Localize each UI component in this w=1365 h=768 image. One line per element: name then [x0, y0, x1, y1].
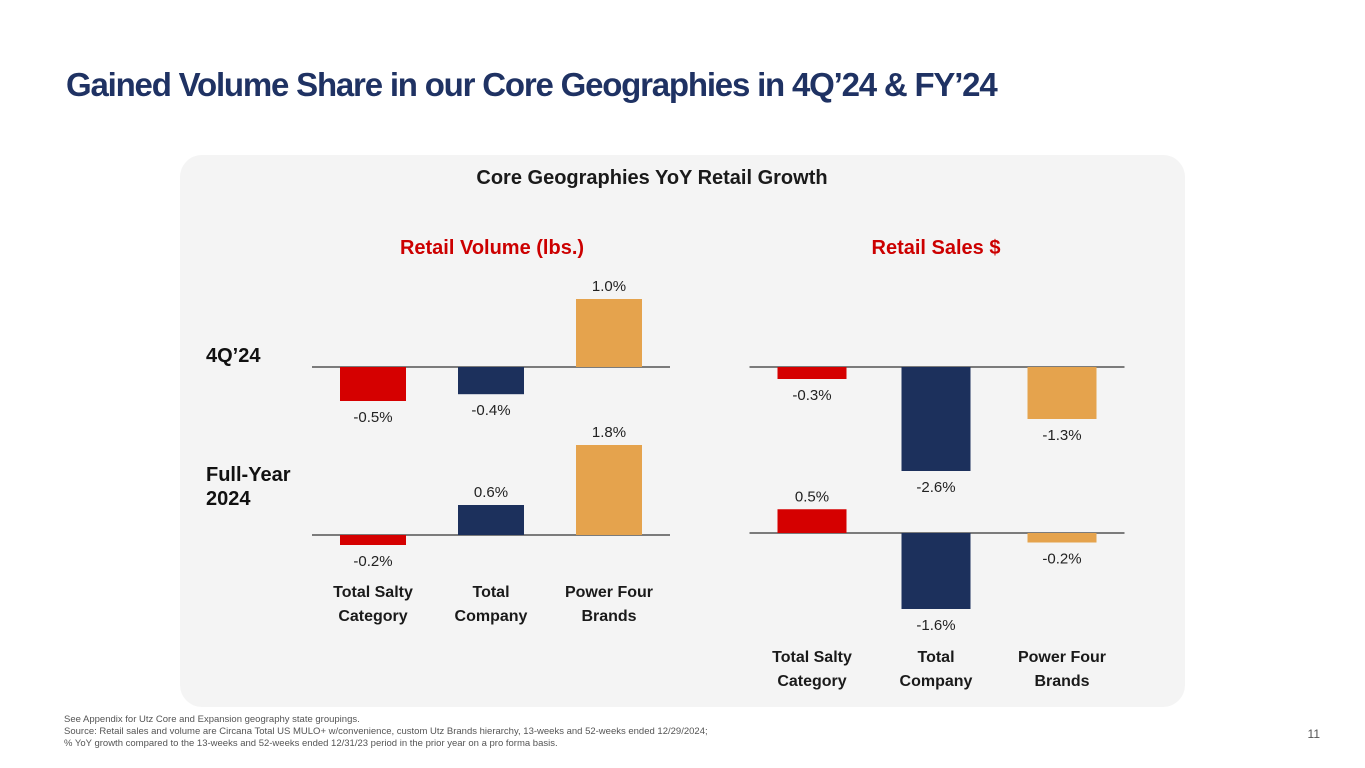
category-label-panel0-cat2-line2: Brands: [581, 608, 636, 625]
category-label-panel1-cat1-line2: Company: [900, 673, 973, 690]
page-number: 11: [1300, 727, 1320, 741]
category-label-panel0-cat0-line2: Category: [338, 608, 407, 625]
data-label-panel1-row1-cat0: 0.5%: [795, 488, 829, 505]
category-label-panel0-cat2-line1: Power Four: [565, 584, 653, 601]
category-label-panel1-cat2-line1: Power Four: [1018, 649, 1106, 666]
data-label-panel0-row1-cat0: -0.2%: [353, 553, 392, 570]
bar-panel1-row0-cat2: [1028, 367, 1097, 419]
footnote-2: Source: Retail sales and volume are Circ…: [64, 726, 708, 738]
row-label-fy-line1: Full-Year: [206, 464, 291, 486]
panel-title-0: Retail Volume (lbs.): [400, 237, 584, 259]
category-label-panel1-cat1-line1: Total: [917, 649, 954, 666]
category-label-panel0-cat1-line1: Total: [472, 584, 509, 601]
category-label-panel0-cat1-line2: Company: [455, 608, 528, 625]
bar-panel1-row1-cat1: [902, 533, 971, 609]
category-label-panel1-cat0-line2: Category: [777, 673, 846, 690]
data-label-panel1-row1-cat1: -1.6%: [916, 617, 955, 634]
bar-panel0-row0-cat1: [458, 367, 524, 394]
data-label-panel0-row1-cat1: 0.6%: [474, 484, 508, 501]
bar-panel0-row0-cat2: [576, 299, 642, 367]
bar-panel1-row0-cat0: [778, 367, 847, 379]
data-label-panel0-row0-cat0: -0.5%: [353, 409, 392, 426]
category-label-panel0-cat0-line1: Total Salty: [333, 584, 413, 601]
data-label-panel1-row1-cat2: -0.2%: [1042, 551, 1081, 568]
bar-panel0-row1-cat1: [458, 505, 524, 535]
category-label-panel1-cat2-line2: Brands: [1034, 673, 1089, 690]
footnote-1: See Appendix for Utz Core and Expansion …: [64, 714, 708, 726]
bar-panel0-row0-cat0: [340, 367, 406, 401]
data-label-panel1-row0-cat1: -2.6%: [916, 479, 955, 496]
data-label-panel0-row1-cat2: 1.8%: [592, 424, 626, 441]
data-label-panel1-row0-cat0: -0.3%: [792, 387, 831, 404]
bar-panel0-row1-cat2: [576, 445, 642, 535]
row-label-4q24: 4Q’24: [206, 345, 261, 367]
chart-svg: Core Geographies YoY Retail Growth 4Q’24 F…: [0, 0, 1365, 768]
footnote-3: % YoY growth compared to the 13-weeks an…: [64, 738, 708, 750]
bar-panel1-row1-cat2: [1028, 533, 1097, 543]
bar-panel1-row0-cat1: [902, 367, 971, 471]
footnotes: See Appendix for Utz Core and Expansion …: [64, 714, 708, 750]
data-label-panel0-row0-cat1: -0.4%: [471, 402, 510, 419]
data-label-panel0-row0-cat2: 1.0%: [592, 278, 626, 295]
bar-panel0-row1-cat0: [340, 535, 406, 545]
chart-title: Core Geographies YoY Retail Growth: [476, 167, 827, 189]
category-label-panel1-cat0-line1: Total Salty: [772, 649, 852, 666]
data-label-panel1-row0-cat2: -1.3%: [1042, 427, 1081, 444]
panel-title-1: Retail Sales $: [872, 237, 1001, 259]
bar-panel1-row1-cat0: [778, 509, 847, 533]
row-label-fy-line2: 2024: [206, 488, 251, 510]
